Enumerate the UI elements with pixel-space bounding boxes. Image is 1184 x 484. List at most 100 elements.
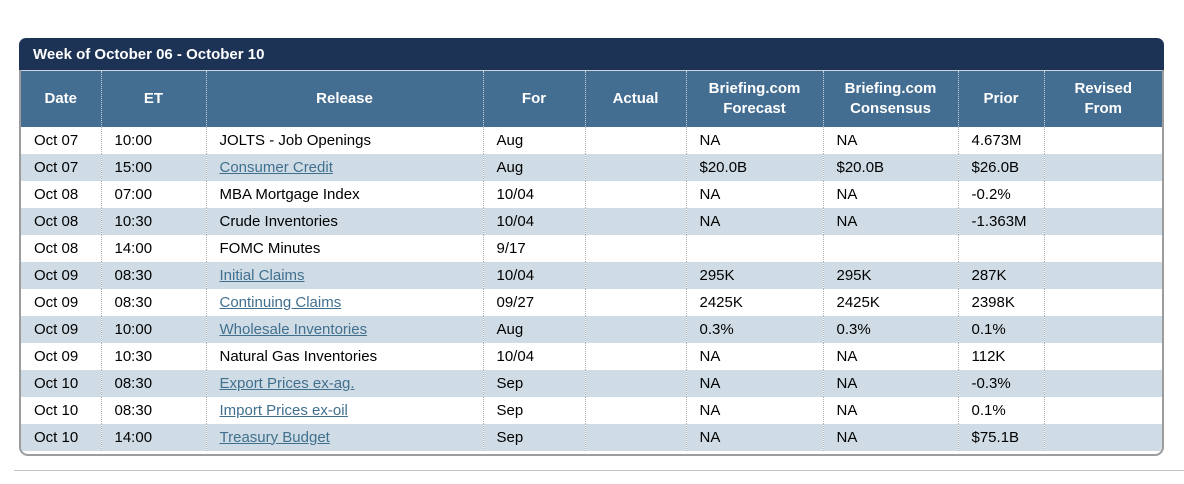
cell-actual	[584, 180, 686, 208]
column-header-release: Release	[205, 70, 483, 127]
cell-actual	[584, 423, 686, 451]
table-row: Oct 08 10:30 Crude Inventories 10/04 NA NA -1.…	[21, 207, 1162, 235]
cell-forecast: NA	[685, 126, 823, 154]
cell-revised-from	[1043, 153, 1162, 181]
cell-actual	[584, 396, 686, 424]
cell-revised-from	[1043, 369, 1162, 397]
release-link[interactable]: Initial Claims	[219, 266, 305, 284]
column-header-et: ET	[100, 70, 206, 127]
cell-forecast: NA	[685, 396, 823, 424]
cell-date: Oct 08	[34, 185, 79, 203]
cell-et: 08:30	[100, 396, 206, 424]
cell-for: 10/04	[482, 207, 585, 235]
cell-actual	[584, 288, 686, 316]
cell-release: Initial Claims	[205, 261, 483, 289]
cell-forecast: 2425K	[685, 288, 823, 316]
calendar-table-body: Oct 07 10:00 JOLTS - Job Openings Aug NA NA 4.…	[21, 126, 1162, 451]
table-row: Oct 10 08:30 Import Prices ex-oil Sep NA NA 0.…	[21, 396, 1162, 424]
cell-et: 10:00	[100, 126, 206, 154]
table-row: Oct 10 14:00 Treasury Budget Sep NA NA $75.1B	[21, 423, 1162, 451]
cell-et: 10:00	[100, 315, 206, 343]
release-link[interactable]: Wholesale Inventories	[219, 320, 368, 338]
cell-for: 10/04	[482, 342, 585, 370]
cell-for: 10/04	[482, 180, 585, 208]
cell-et: 08:30	[100, 369, 206, 397]
cell-prior: 2398K	[957, 288, 1044, 316]
cell-et: 10:30	[100, 342, 206, 370]
cell-forecast	[685, 234, 823, 262]
cell-actual	[584, 126, 686, 154]
calendar-table-header: Date ET Release For Actual Briefing.com …	[21, 70, 1162, 127]
table-row: Oct 10 08:30 Export Prices ex-ag. Sep NA NA -0…	[21, 369, 1162, 397]
cell-revised-from	[1043, 288, 1162, 316]
table-row: Oct 07 10:00 JOLTS - Job Openings Aug NA NA 4.…	[21, 126, 1162, 154]
release-link[interactable]: Export Prices ex-ag.	[219, 374, 355, 392]
cell-date: Oct 10	[34, 428, 79, 446]
cell-prior: 0.1%	[957, 396, 1044, 424]
cell-forecast: 0.3%	[685, 315, 823, 343]
cell-for: Aug	[482, 126, 585, 154]
cell-consensus: NA	[822, 126, 958, 154]
cell-revised-from	[1043, 261, 1162, 289]
cell-date: Oct 09	[34, 320, 79, 338]
column-header-prior: Prior	[957, 70, 1044, 127]
cell-forecast: NA	[685, 180, 823, 208]
cell-actual	[584, 369, 686, 397]
cell-et: 07:00	[100, 180, 206, 208]
cell-prior: -1.363M	[957, 207, 1044, 235]
table-row: Oct 09 08:30 Initial Claims 10/04 295K 295K 28…	[21, 261, 1162, 289]
release-link[interactable]: Consumer Credit	[219, 158, 333, 176]
table-row: Oct 09 10:00 Wholesale Inventories Aug 0.3% 0…	[21, 315, 1162, 343]
cell-et: 08:30	[100, 288, 206, 316]
cell-actual	[584, 207, 686, 235]
calendar-week-title: Week of October 06 - October 10	[19, 38, 1164, 70]
cell-release: JOLTS - Job Openings	[205, 126, 483, 154]
cell-forecast: $20.0B	[685, 153, 823, 181]
release-link[interactable]: Import Prices ex-oil	[219, 401, 348, 419]
cell-consensus: $20.0B	[822, 153, 958, 181]
cell-actual	[584, 153, 686, 181]
table-row: Oct 08 14:00 FOMC Minutes 9/17	[21, 234, 1162, 262]
cell-for: Sep	[482, 396, 585, 424]
cell-for: Aug	[482, 315, 585, 343]
table-row: Oct 09 10:30 Natural Gas Inventories 10/04 N…	[21, 342, 1162, 370]
cell-prior: 112K	[957, 342, 1044, 370]
cell-consensus: NA	[822, 342, 958, 370]
cell-et: 08:30	[100, 261, 206, 289]
column-header-revised-from: Revised From	[1043, 70, 1162, 127]
cell-revised-from	[1043, 126, 1162, 154]
table-row: Oct 08 07:00 MBA Mortgage Index 10/04 NA NA -0…	[21, 180, 1162, 208]
cell-forecast: NA	[685, 342, 823, 370]
column-header-briefing-forecast: Briefing.com Forecast	[685, 70, 823, 127]
cell-for: 09/27	[482, 288, 585, 316]
cell-prior: $75.1B	[957, 423, 1044, 451]
cell-prior	[957, 234, 1044, 262]
column-header-for: For	[482, 70, 585, 127]
cell-release: Crude Inventories	[205, 207, 483, 235]
cell-revised-from	[1043, 234, 1162, 262]
cell-for: Aug	[482, 153, 585, 181]
cell-consensus: 2425K	[822, 288, 958, 316]
cell-forecast: NA	[685, 369, 823, 397]
table-row: Oct 07 15:00 Consumer Credit Aug $20.0B $20.0…	[21, 153, 1162, 181]
cell-release: Wholesale Inventories	[205, 315, 483, 343]
cell-consensus: NA	[822, 423, 958, 451]
cell-prior: $26.0B	[957, 153, 1044, 181]
cell-for: Sep	[482, 423, 585, 451]
cell-date: Oct 10	[34, 401, 79, 419]
cell-forecast: NA	[685, 423, 823, 451]
cell-prior: 287K	[957, 261, 1044, 289]
cell-revised-from	[1043, 315, 1162, 343]
cell-consensus: 295K	[822, 261, 958, 289]
cell-revised-from	[1043, 180, 1162, 208]
release-link[interactable]: Continuing Claims	[219, 293, 342, 311]
release-link[interactable]: Treasury Budget	[219, 428, 330, 446]
calendar-table: Date ET Release For Actual Briefing.com …	[21, 70, 1162, 451]
cell-date: Oct 07	[34, 131, 79, 149]
cell-for: 9/17	[482, 234, 585, 262]
cell-actual	[584, 315, 686, 343]
column-header-date: Date	[21, 70, 101, 127]
cell-actual	[584, 342, 686, 370]
cell-date: Oct 10	[34, 374, 79, 392]
cell-consensus: 0.3%	[822, 315, 958, 343]
